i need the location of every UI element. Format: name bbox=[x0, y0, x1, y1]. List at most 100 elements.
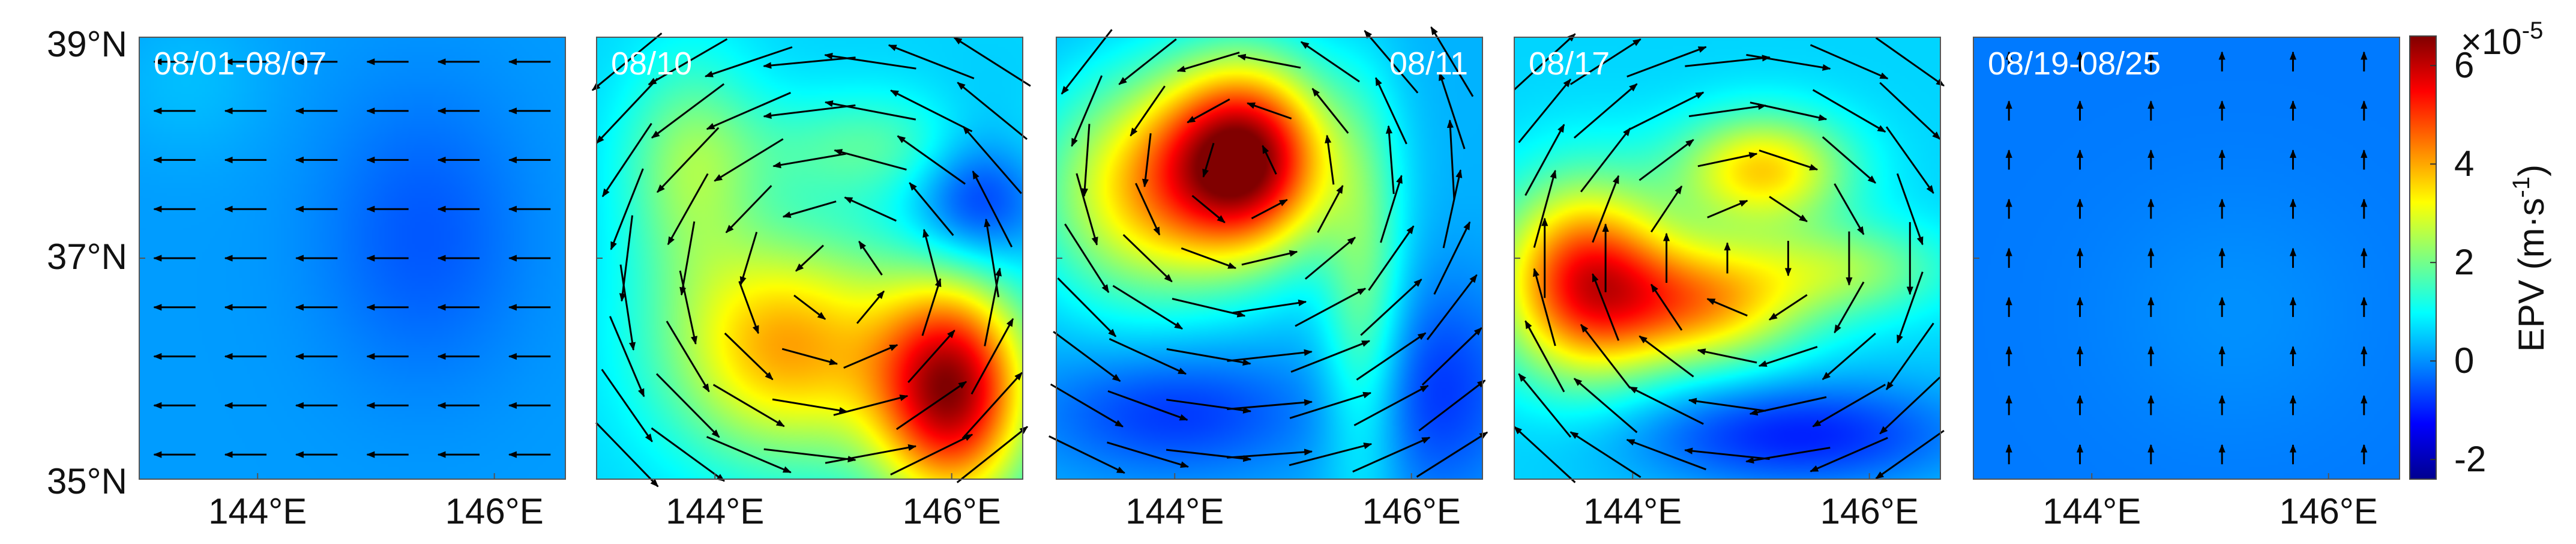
vector-arrow bbox=[1697, 152, 1758, 168]
vector-arrow bbox=[1050, 383, 1124, 428]
y-tick-label-37n: 37°N bbox=[47, 237, 127, 277]
vector-arrow bbox=[1569, 38, 1642, 85]
vector-arrow bbox=[1057, 277, 1117, 337]
vector-arrow bbox=[725, 185, 772, 234]
vector-arrow bbox=[1750, 101, 1828, 121]
vector-arrow bbox=[763, 104, 856, 119]
vector-arrow bbox=[1518, 373, 1572, 438]
vector-arrow bbox=[781, 348, 838, 366]
vector-arrow bbox=[1227, 449, 1313, 459]
colorbar-gradient bbox=[2409, 35, 2437, 480]
vector-arrow bbox=[1626, 438, 1707, 471]
vector-arrow bbox=[655, 373, 720, 438]
vector-arrow bbox=[1353, 384, 1429, 426]
vector-arrow bbox=[1241, 250, 1298, 266]
vector-arrow bbox=[1112, 285, 1184, 330]
vector-arrow bbox=[619, 264, 636, 351]
vector-arrow bbox=[1421, 327, 1482, 386]
vector-arrow bbox=[1166, 399, 1252, 414]
velocity-vectors bbox=[153, 58, 551, 458]
vector-arrow bbox=[890, 434, 974, 476]
vector-arrow bbox=[1684, 447, 1770, 460]
vector-arrow bbox=[1592, 175, 1620, 243]
vector-arrow bbox=[1812, 89, 1886, 133]
vector-arrow bbox=[1172, 298, 1246, 318]
vector-arrow bbox=[1418, 379, 1486, 432]
vector-arrow bbox=[1227, 349, 1313, 362]
vector-arrow bbox=[1746, 53, 1831, 71]
vector-arrow bbox=[772, 398, 848, 414]
vector-arrow bbox=[1758, 346, 1818, 367]
colorbar-multiplier-exponent: -5 bbox=[2522, 17, 2544, 44]
vector-arrow bbox=[1810, 437, 1888, 473]
vector-arrow bbox=[1533, 169, 1557, 248]
vector-arrow bbox=[956, 426, 1028, 483]
vector-arrow bbox=[1810, 44, 1889, 80]
velocity-vectors bbox=[1049, 26, 1488, 478]
vector-arrow bbox=[1573, 83, 1638, 139]
vector-arrow bbox=[610, 168, 644, 250]
vector-arrow bbox=[1885, 322, 1934, 390]
vector-arrow bbox=[738, 280, 759, 334]
vector-arrow bbox=[1081, 124, 1091, 197]
vector-arrow bbox=[907, 330, 955, 383]
x-tick-label: 146°E bbox=[2280, 491, 2378, 531]
vector-arrow bbox=[1118, 38, 1177, 85]
panel-title: 08/17 bbox=[1529, 46, 1610, 82]
x-tick-label: 144°E bbox=[1125, 491, 1224, 531]
vector-arrow bbox=[648, 38, 728, 86]
vector-arrow bbox=[843, 344, 898, 369]
vector-arrow bbox=[1049, 435, 1125, 474]
vector-arrow bbox=[1639, 139, 1694, 181]
vector-arrow bbox=[772, 153, 846, 169]
vector-arrow bbox=[1135, 183, 1161, 236]
vector-arrow bbox=[1627, 46, 1707, 78]
colorbar-multiplier-base: ×10 bbox=[2461, 22, 2522, 62]
vector-arrow bbox=[953, 37, 1031, 87]
vector-arrow bbox=[844, 196, 897, 222]
vector-arrow bbox=[1533, 268, 1556, 346]
colorbar-label: EPV (m·s-1) bbox=[2508, 165, 2551, 352]
vector-arrow bbox=[782, 200, 837, 218]
vector-arrow bbox=[962, 125, 1022, 195]
heatmap-field bbox=[139, 37, 565, 479]
vector-arrow bbox=[1289, 443, 1373, 467]
vector-arrow bbox=[1629, 91, 1705, 130]
vector-arrow bbox=[591, 32, 663, 91]
vector-arrow bbox=[1191, 195, 1226, 223]
vector-arrow bbox=[1446, 119, 1455, 200]
colorbar-tick-label: 0 bbox=[2454, 340, 2474, 381]
vector-arrow bbox=[984, 267, 1002, 346]
x-tick-label: 146°E bbox=[1820, 491, 1919, 531]
colorbar-multiplier: ×10-5 bbox=[2461, 17, 2543, 62]
vector-arrow bbox=[957, 82, 1028, 141]
vector-arrow bbox=[1290, 340, 1371, 373]
vector-arrow bbox=[858, 240, 883, 276]
vector-arrow bbox=[1076, 173, 1098, 246]
x-tick-label: 144°E bbox=[666, 491, 764, 531]
vector-arrow bbox=[595, 422, 659, 488]
vector-arrow bbox=[1430, 26, 1474, 97]
vector-arrow bbox=[1107, 441, 1190, 468]
vector-arrow bbox=[1130, 85, 1166, 137]
vector-arrow bbox=[897, 135, 966, 185]
y-tick-label-39n: 39°N bbox=[47, 24, 127, 64]
vector-arrow bbox=[922, 229, 940, 287]
vector-arrow bbox=[651, 427, 725, 482]
vector-arrow bbox=[1426, 274, 1478, 340]
vector-arrow bbox=[1749, 396, 1827, 416]
vector-arrow bbox=[667, 173, 709, 246]
vector-arrow bbox=[1325, 134, 1335, 185]
heatmap-field bbox=[1973, 37, 2400, 479]
vector-arrow bbox=[1879, 82, 1941, 140]
vector-arrow bbox=[1442, 169, 1463, 249]
vector-arrow bbox=[1251, 199, 1288, 220]
panel-08-01-08-07: 144°E 146°E 08/01-08/07 bbox=[139, 37, 566, 531]
vector-arrow bbox=[1573, 378, 1638, 434]
vector-arrow bbox=[834, 149, 907, 171]
vector-arrow bbox=[1304, 237, 1356, 280]
vector-arrow bbox=[856, 290, 885, 324]
vector-arrow bbox=[1227, 399, 1313, 410]
vector-arrow bbox=[1875, 429, 1945, 480]
vector-arrow bbox=[1053, 331, 1121, 382]
